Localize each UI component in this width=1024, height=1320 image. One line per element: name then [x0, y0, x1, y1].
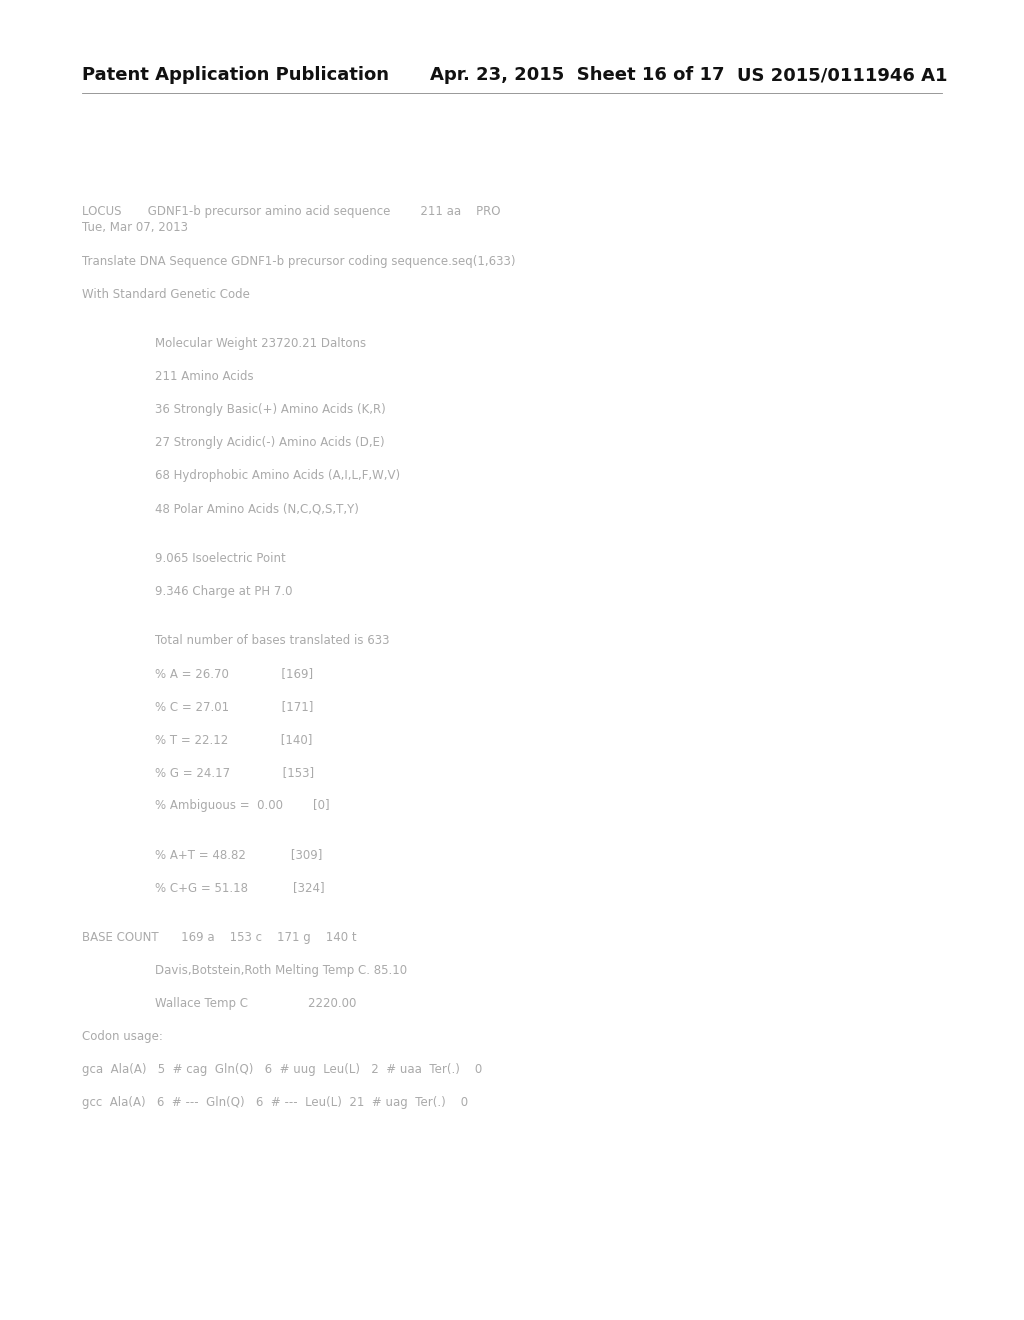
- Text: Apr. 23, 2015  Sheet 16 of 17: Apr. 23, 2015 Sheet 16 of 17: [430, 66, 725, 84]
- Text: With Standard Genetic Code: With Standard Genetic Code: [82, 288, 250, 301]
- Text: BASE COUNT      169 a    153 c    171 g    140 t: BASE COUNT 169 a 153 c 171 g 140 t: [82, 931, 356, 944]
- Text: Davis,Botstein,Roth Melting Temp C. 85.10: Davis,Botstein,Roth Melting Temp C. 85.1…: [155, 964, 408, 977]
- Text: % C = 27.01              [171]: % C = 27.01 [171]: [155, 700, 313, 713]
- Text: % C+G = 51.18            [324]: % C+G = 51.18 [324]: [155, 882, 325, 895]
- Text: Codon usage:: Codon usage:: [82, 1030, 163, 1043]
- Text: 48 Polar Amino Acids (N,C,Q,S,T,Y): 48 Polar Amino Acids (N,C,Q,S,T,Y): [155, 502, 358, 515]
- Text: Patent Application Publication: Patent Application Publication: [82, 66, 389, 84]
- Text: Wallace Temp C                2220.00: Wallace Temp C 2220.00: [155, 997, 356, 1010]
- Text: 211 Amino Acids: 211 Amino Acids: [155, 370, 254, 383]
- Text: Molecular Weight 23720.21 Daltons: Molecular Weight 23720.21 Daltons: [155, 337, 367, 350]
- Text: 9.346 Charge at PH 7.0: 9.346 Charge at PH 7.0: [155, 585, 293, 598]
- Text: LOCUS       GDNF1-b precursor amino acid sequence        211 aa    PRO: LOCUS GDNF1-b precursor amino acid seque…: [82, 205, 501, 218]
- Text: 36 Strongly Basic(+) Amino Acids (K,R): 36 Strongly Basic(+) Amino Acids (K,R): [155, 403, 386, 416]
- Text: 68 Hydrophobic Amino Acids (A,I,L,F,W,V): 68 Hydrophobic Amino Acids (A,I,L,F,W,V): [155, 469, 400, 482]
- Text: Tue, Mar 07, 2013: Tue, Mar 07, 2013: [82, 222, 188, 235]
- Text: 9.065 Isoelectric Point: 9.065 Isoelectric Point: [155, 552, 286, 565]
- Text: 27 Strongly Acidic(-) Amino Acids (D,E): 27 Strongly Acidic(-) Amino Acids (D,E): [155, 436, 385, 449]
- Text: % A+T = 48.82            [309]: % A+T = 48.82 [309]: [155, 849, 323, 862]
- Text: gcc  Ala(A)   6  # ---  Gln(Q)   6  # ---  Leu(L)  21  # uag  Ter(.)    0: gcc Ala(A) 6 # --- Gln(Q) 6 # --- Leu(L)…: [82, 1096, 468, 1109]
- Text: % A = 26.70              [169]: % A = 26.70 [169]: [155, 667, 313, 680]
- Text: gca  Ala(A)   5  # cag  Gln(Q)   6  # uug  Leu(L)   2  # uaa  Ter(.)    0: gca Ala(A) 5 # cag Gln(Q) 6 # uug Leu(L)…: [82, 1063, 482, 1076]
- Text: % T = 22.12              [140]: % T = 22.12 [140]: [155, 733, 312, 746]
- Text: US 2015/0111946 A1: US 2015/0111946 A1: [737, 66, 948, 84]
- Text: Total number of bases translated is 633: Total number of bases translated is 633: [155, 634, 389, 647]
- Text: % Ambiguous =  0.00        [0]: % Ambiguous = 0.00 [0]: [155, 799, 330, 812]
- Text: % G = 24.17              [153]: % G = 24.17 [153]: [155, 766, 314, 779]
- Text: Translate DNA Sequence GDNF1-b precursor coding sequence.seq(1,633): Translate DNA Sequence GDNF1-b precursor…: [82, 255, 515, 268]
